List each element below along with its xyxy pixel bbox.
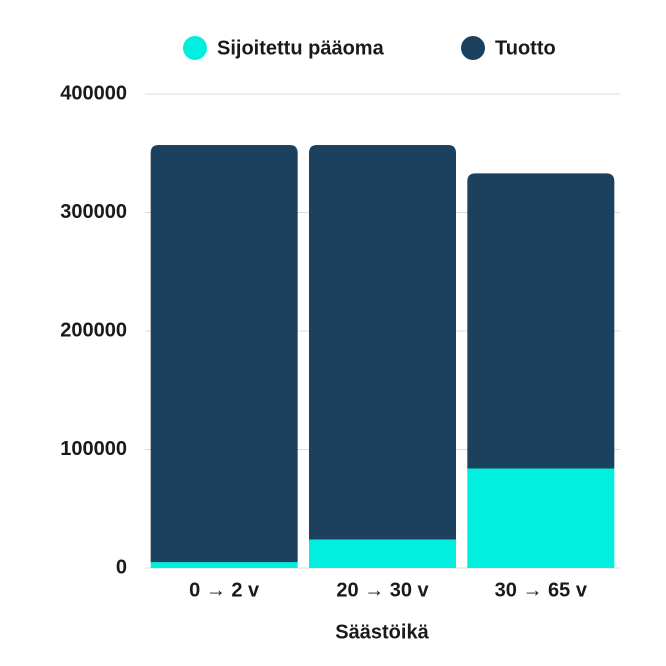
legend-marker: [183, 36, 207, 60]
bar-segment: [467, 468, 615, 568]
bar-segment: [467, 173, 615, 469]
x-tick-label: 20 → 30 v: [336, 579, 429, 601]
legend-marker: [461, 36, 485, 60]
bar-segment: [150, 562, 298, 568]
bar-segment: [309, 144, 456, 540]
x-axis-label: Säästöikä: [335, 621, 429, 643]
x-tick-label: 0 → 2 v: [189, 579, 260, 601]
y-tick-label: 300000: [60, 201, 127, 223]
y-tick-label: 400000: [60, 82, 127, 104]
y-tick-label: 200000: [60, 319, 127, 341]
legend-label: Tuotto: [495, 37, 556, 59]
bar-segment: [150, 144, 298, 563]
y-tick-label: 100000: [60, 438, 127, 460]
legend-label: Sijoitettu pääoma: [217, 37, 385, 59]
bar-segment: [309, 539, 456, 568]
y-tick-label: 0: [116, 556, 127, 578]
x-tick-label: 30 → 65 v: [495, 579, 588, 601]
